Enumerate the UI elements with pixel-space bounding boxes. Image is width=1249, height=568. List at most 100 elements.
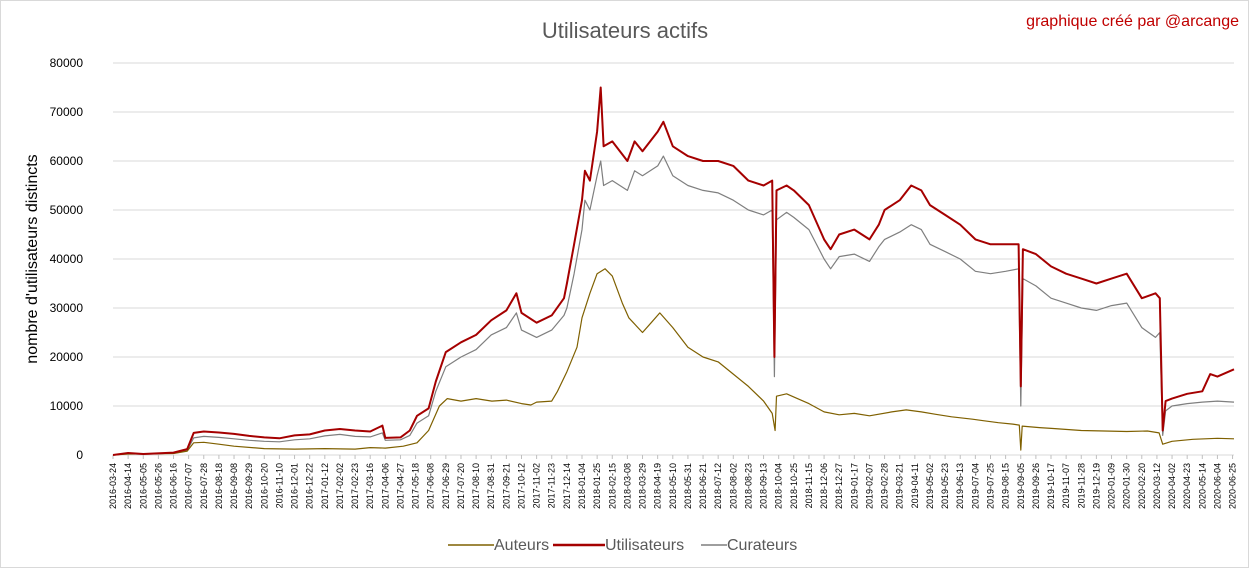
x-tick-label: 2020-04-02 (1167, 463, 1177, 509)
x-tick-label: 2016-11-10 (274, 463, 284, 508)
x-tick-label: 2016-07-28 (199, 463, 209, 509)
x-tick-label: 2020-01-09 (1107, 463, 1117, 509)
legend: Auteurs Utilisateurs Curateurs (448, 537, 797, 554)
x-tick-label: 2020-04-23 (1182, 463, 1192, 509)
x-tick-label: 2017-09-21 (501, 463, 511, 509)
y-tick-label: 80000 (50, 56, 84, 70)
x-tick-label: 2019-04-11 (910, 463, 920, 508)
x-tick-label: 2016-07-07 (184, 463, 194, 509)
x-tick-label: 2016-09-29 (244, 463, 254, 509)
x-tick-label: 2018-02-15 (607, 463, 617, 509)
legend-label-utilisateurs: Utilisateurs (605, 537, 684, 554)
x-tick-label: 2019-12-19 (1091, 463, 1101, 509)
x-tick-label: 2018-04-19 (653, 463, 663, 509)
x-tick-label: 2018-10-04 (774, 463, 784, 509)
x-tick-label: 2017-04-27 (395, 463, 405, 509)
x-tick-label: 2018-07-12 (713, 463, 723, 509)
x-tick-label: 2017-02-02 (335, 463, 345, 509)
y-axis-ticks: 0 10000 20000 30000 40000 50000 60000 70000 8000… (50, 56, 84, 462)
x-tick-label: 2018-06-21 (698, 463, 708, 509)
x-tick-label: 2018-10-25 (789, 463, 799, 509)
x-tick-label: 2017-11-02 (532, 463, 542, 508)
x-tick-label: 2017-01-12 (320, 463, 330, 509)
x-tick-label: 2018-12-06 (819, 463, 829, 509)
y-tick-label: 40000 (50, 252, 84, 266)
x-tick-label: 2016-09-08 (229, 463, 239, 509)
series-line-utilisateurs (112, 86, 1235, 456)
x-tick-label: 2016-12-22 (305, 463, 315, 509)
x-tick-label: 2019-11-28 (1076, 463, 1086, 508)
x-tick-label: 2016-06-16 (169, 463, 179, 509)
x-tick-label: 2016-12-01 (290, 463, 300, 509)
x-tick-label: 2018-08-23 (743, 463, 753, 509)
x-tick-label: 2017-05-18 (411, 463, 421, 509)
x-tick-label: 2019-09-26 (1031, 463, 1041, 509)
x-tick-label: 2018-11-15 (804, 463, 814, 508)
x-tick-label: 2019-02-28 (880, 463, 890, 509)
x-tick-label: 2020-06-04 (1212, 463, 1222, 509)
x-tick-label: 2017-03-16 (365, 463, 375, 509)
y-tick-label: 50000 (50, 203, 84, 217)
x-tick-label: 2018-12-27 (834, 463, 844, 509)
y-axis-title: nombre d'utilisateurs distincts (24, 154, 41, 363)
y-tick-label: 30000 (50, 301, 84, 315)
x-tick-label: 2018-05-10 (668, 463, 678, 509)
x-tick-label: 2016-04-14 (123, 463, 133, 509)
x-tick-label: 2019-06-13 (955, 463, 965, 509)
x-tick-label: 2020-02-20 (1137, 463, 1147, 509)
x-tick-label: 2019-07-04 (970, 463, 980, 509)
y-tick-label: 20000 (50, 350, 84, 364)
x-tick-label: 2019-08-15 (1001, 463, 1011, 509)
x-tick-label: 2019-11-07 (1061, 463, 1071, 508)
x-tick-label: 2017-12-14 (562, 463, 572, 509)
x-tick-label: 2019-07-25 (985, 463, 995, 509)
x-tick-label: 2016-08-18 (214, 463, 224, 509)
chart-title: Utilisateurs actifs (542, 18, 708, 43)
x-tick-label: 2019-01-17 (849, 463, 859, 509)
x-tick-label: 2019-09-05 (1016, 463, 1026, 509)
x-tick-label: 2018-03-08 (622, 463, 632, 509)
x-tick-label: 2017-11-23 (547, 463, 557, 508)
x-tick-label: 2016-05-05 (138, 463, 148, 509)
x-tick-label: 2017-07-20 (456, 463, 466, 509)
x-tick-label: 2017-06-08 (426, 463, 436, 509)
y-tick-label: 0 (76, 448, 83, 462)
x-tick-label: 2019-05-23 (940, 463, 950, 509)
legend-label-curateurs: Curateurs (727, 537, 797, 554)
x-tick-label: 2017-10-12 (516, 463, 526, 509)
x-tick-label: 2018-01-25 (592, 463, 602, 509)
gridlines (113, 62, 1234, 456)
x-tick-label: 2016-03-24 (108, 463, 118, 509)
x-tick-label: 2017-02-23 (350, 463, 360, 509)
y-tick-label: 60000 (50, 154, 84, 168)
x-tick-label: 2018-03-29 (638, 463, 648, 509)
x-tick-label: 2016-10-20 (259, 463, 269, 509)
x-axis-ticks: 2016-03-24 2016-04-14 2016-05-05 2016-05-26… (108, 455, 1238, 509)
y-tick-label: 10000 (50, 399, 84, 413)
series-lines (112, 86, 1235, 456)
chart-credit: graphique créé par @arcange (1026, 13, 1239, 30)
x-tick-label: 2018-09-13 (759, 463, 769, 509)
x-tick-label: 2018-08-02 (728, 463, 738, 509)
x-tick-label: 2020-01-30 (1122, 463, 1132, 509)
x-tick-label: 2017-06-29 (441, 463, 451, 509)
x-tick-label: 2020-05-14 (1197, 463, 1207, 509)
series-line-curateurs (112, 155, 1235, 456)
legend-label-auteurs: Auteurs (494, 537, 549, 554)
y-tick-label: 70000 (50, 105, 84, 119)
x-tick-label: 2017-04-06 (380, 463, 390, 509)
x-tick-label: 2020-03-12 (1152, 463, 1162, 509)
x-tick-label: 2017-08-31 (486, 463, 496, 509)
x-tick-label: 2019-05-02 (925, 463, 935, 509)
series-line-auteurs (112, 268, 1235, 456)
x-tick-label: 2019-03-21 (895, 463, 905, 509)
x-tick-label: 2017-08-10 (471, 463, 481, 509)
x-tick-label: 2018-05-31 (683, 463, 693, 509)
x-tick-label: 2019-02-07 (864, 463, 874, 509)
x-tick-label: 2018-01-04 (577, 463, 587, 509)
x-tick-label: 2019-10-17 (1046, 463, 1056, 509)
x-tick-label: 2020-06-25 (1228, 463, 1238, 509)
x-tick-label: 2016-05-26 (153, 463, 163, 509)
